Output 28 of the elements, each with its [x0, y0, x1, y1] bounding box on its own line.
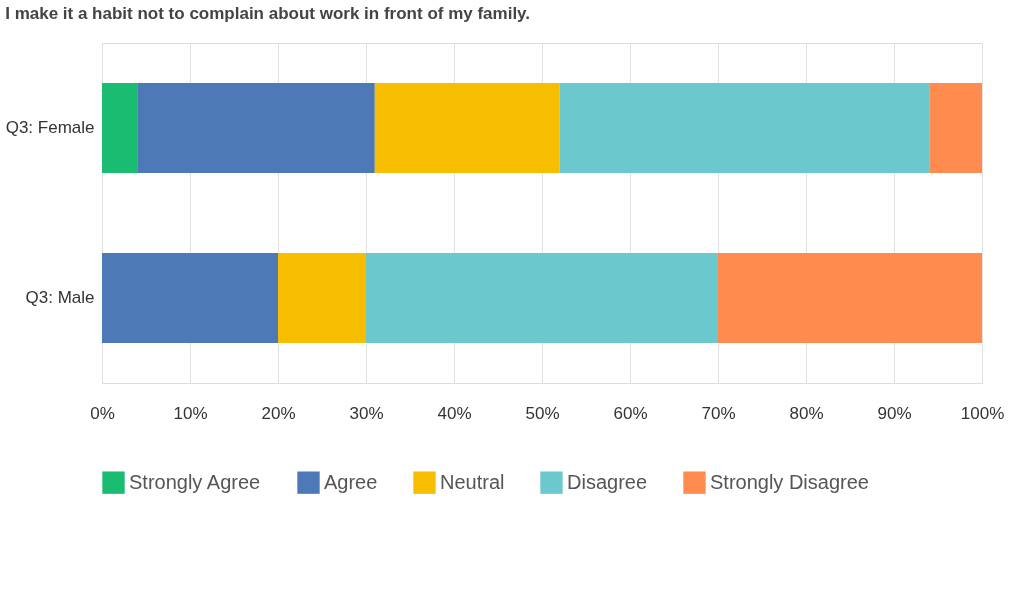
bar: [102, 83, 138, 173]
x-tick-label: 40%: [437, 403, 472, 423]
chart-title: I make it a habit not to complain about work in front of my family.: [5, 4, 531, 23]
x-tick-label: 10%: [173, 403, 208, 423]
x-tick-label: 100%: [960, 403, 1005, 423]
legend-label: Neutral: [440, 470, 505, 493]
x-tick-label: 0%: [90, 403, 115, 423]
y-tick-label: Q3: Male: [25, 288, 95, 307]
legend-label: Disagree: [567, 470, 648, 493]
x-tick-label: 50%: [525, 403, 560, 423]
legend-label: Agree: [324, 470, 378, 493]
x-tick-label: 90%: [877, 403, 912, 423]
bar: [559, 83, 930, 173]
bar: [102, 253, 278, 343]
x-tick-label: 20%: [261, 403, 296, 423]
x-tick-label: 60%: [613, 403, 648, 423]
bar: [278, 253, 366, 343]
bar: [366, 253, 718, 343]
y-tick-label: Q3: Female: [5, 118, 95, 137]
x-tick-label: 80%: [789, 403, 824, 423]
bar: [929, 83, 982, 173]
bar: [374, 83, 560, 173]
bar: [137, 83, 375, 173]
legend-label: Strongly Disagree: [710, 470, 869, 493]
legend-label: Strongly Agree: [129, 470, 261, 493]
bar: [718, 253, 982, 343]
x-tick-label: 30%: [349, 403, 384, 423]
x-tick-label: 70%: [701, 403, 736, 423]
